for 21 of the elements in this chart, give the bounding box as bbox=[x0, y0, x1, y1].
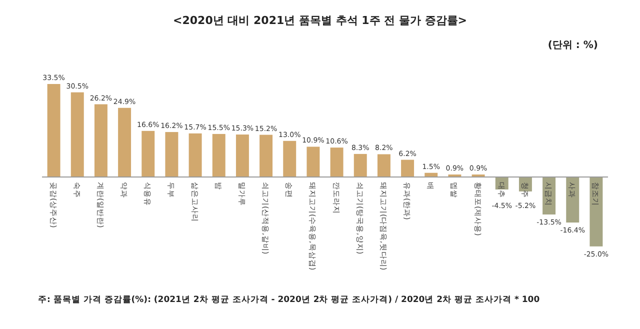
bar bbox=[47, 84, 60, 177]
bar bbox=[212, 134, 226, 177]
bar bbox=[94, 104, 108, 177]
bar bbox=[401, 160, 414, 177]
bar bbox=[188, 133, 202, 177]
bar bbox=[566, 177, 580, 223]
bar bbox=[118, 108, 132, 177]
bar bbox=[354, 154, 367, 177]
bar bbox=[236, 134, 249, 177]
bar bbox=[165, 132, 178, 177]
text: 주: 품목별 가격 증감률(%): (2021년 2차 평균 조사가격 - 2020년 2차 평균 조사가격) / 2020년 2차 평균 조사가격 * 100 bbox=[38, 295, 540, 305]
bar bbox=[283, 140, 296, 177]
bar bbox=[590, 177, 603, 246]
bar bbox=[377, 154, 390, 177]
text: (단위 : %) bbox=[548, 40, 598, 51]
chart-title: <2020년 대비 2021년 품목별 추석 1주 전 물가 증감률> bbox=[173, 14, 467, 27]
bar bbox=[260, 134, 273, 177]
bar bbox=[142, 130, 155, 177]
bar bbox=[306, 146, 320, 177]
bar bbox=[70, 92, 84, 177]
bar bbox=[330, 148, 344, 177]
